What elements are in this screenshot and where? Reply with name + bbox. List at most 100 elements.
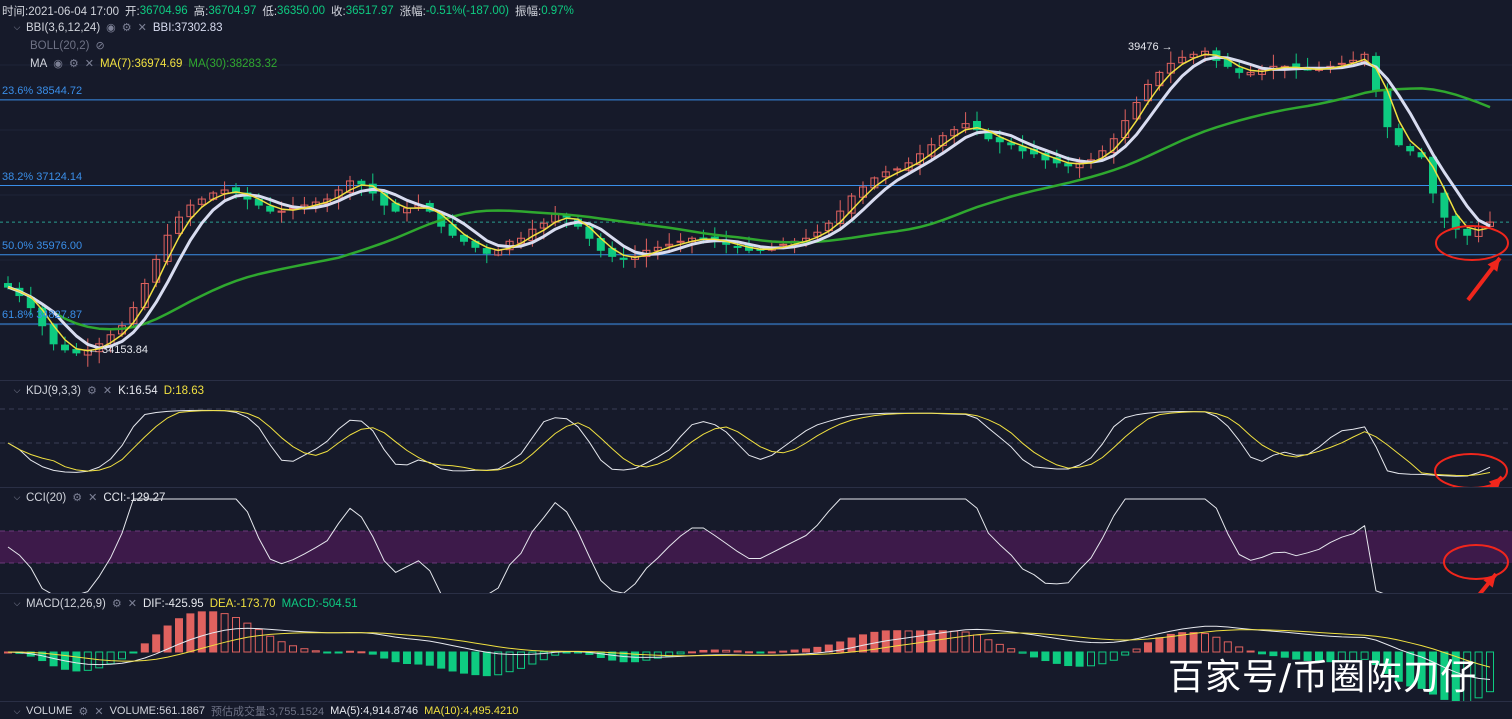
kdj-legend[interactable]: ⌵ KDJ(9,3,3) ⚙ ✕ K:16.54 D:18.63 — [10, 384, 204, 398]
chevron-down-icon[interactable]: ⌵ — [13, 22, 21, 32]
macd-histogram-bar — [1201, 633, 1209, 653]
bbi-line — [7, 55, 1491, 350]
macd-histogram-bar — [779, 650, 788, 653]
bbi-legend[interactable]: ⌵ BBI(3,6,12,24) ◉ ⚙ ✕ BBI:37302.83 — [10, 21, 223, 35]
macd-histogram-bar — [1429, 651, 1437, 695]
volume-legend[interactable]: ⌵ VOLUME ⚙ ✕ VOLUME:561.1867 预估成交量:3,755… — [10, 703, 519, 719]
macd-histogram-bar — [813, 646, 822, 653]
change-label: 涨幅: — [399, 6, 426, 18]
pane-divider[interactable] — [0, 593, 1512, 594]
candle-body — [1178, 56, 1187, 64]
kdj-d-value: D:18.63 — [163, 384, 204, 397]
candle-body — [1406, 145, 1415, 152]
kdj-panel[interactable]: ⌵ KDJ(9,3,3) ⚙ ✕ K:16.54 D:18.63 — [0, 381, 1512, 487]
close-icon[interactable]: ✕ — [94, 705, 104, 718]
close-icon[interactable]: ✕ — [88, 492, 98, 504]
ma30-line — [7, 87, 1491, 331]
fib-label-23: 23.6% 38544.72 — [2, 84, 83, 97]
close-icon[interactable]: ✕ — [127, 598, 137, 610]
kdj-chart[interactable] — [0, 381, 1512, 487]
candle-body — [346, 180, 354, 193]
kdj-name: KDJ(9,3,3) — [26, 384, 81, 397]
fib-label-38: 38.2% 37124.14 — [2, 170, 83, 183]
pane-divider[interactable] — [0, 380, 1512, 381]
gear-icon[interactable]: ⚙ — [78, 705, 89, 718]
macd-histogram-bar — [368, 651, 377, 655]
candle-body — [619, 257, 628, 260]
gear-icon[interactable]: ⚙ — [121, 22, 132, 34]
candle-body — [1007, 142, 1016, 146]
price-chart[interactable] — [0, 0, 1512, 380]
macd-histogram-bar — [642, 651, 651, 661]
candle-body — [175, 216, 183, 234]
macd-histogram-bar — [1451, 651, 1460, 701]
macd-chart[interactable] — [0, 594, 1512, 701]
cci-chart[interactable] — [0, 488, 1512, 593]
macd-histogram-bar — [528, 651, 537, 665]
macd-histogram-bar — [106, 651, 115, 665]
close-label: 收: — [331, 6, 346, 18]
close-icon[interactable]: ✕ — [137, 22, 147, 34]
ma-legend[interactable]: MA ◉ ⚙ ✕ MA(7):36974.69 MA(30):38283.32 — [30, 57, 277, 71]
macd-histogram-bar — [460, 651, 468, 674]
macd-histogram-bar — [1223, 641, 1232, 653]
candle-body — [140, 282, 149, 308]
kdj-k-value: K:16.54 — [118, 384, 158, 397]
macd-histogram-bar — [403, 651, 411, 664]
candle-body — [836, 210, 845, 225]
macd-histogram-bar — [1383, 651, 1392, 674]
macd-histogram-bar — [756, 651, 765, 654]
close-icon[interactable]: ✕ — [102, 385, 113, 397]
chevron-down-icon[interactable]: ⌵ — [13, 598, 21, 608]
macd-histogram-bar — [1258, 651, 1266, 655]
macd-histogram-bar — [186, 613, 195, 653]
macd-legend[interactable]: ⌵ MACD(12,26,9) ⚙ ✕ DIF:-425.95 DEA:-173… — [10, 597, 358, 611]
candle-body — [847, 195, 856, 214]
macd-histogram-bar — [916, 630, 924, 653]
macd-histogram-bar — [836, 641, 845, 653]
chevron-down-icon[interactable]: ⌵ — [13, 705, 21, 716]
pane-divider[interactable] — [0, 701, 1512, 702]
candle-body — [539, 222, 548, 229]
macd-histogram-bar — [1315, 651, 1323, 662]
cci-panel[interactable]: ⌵ CCI(20) ⚙ ✕ CCI:-129.27 — [0, 488, 1512, 593]
macd-histogram-bar — [1075, 651, 1084, 667]
close-icon[interactable]: ✕ — [84, 58, 94, 70]
main-chart-panel[interactable]: 时间:2021-06-04 17:00 开: 36704.96 高: 36704… — [0, 0, 1512, 380]
fib-label-61: 61.8% 34827.87 — [2, 309, 83, 322]
macd-histogram-bar — [1166, 633, 1175, 653]
chevron-down-icon[interactable]: ⌵ — [13, 385, 21, 395]
macd-histogram-bar — [175, 618, 183, 653]
main-callout-ellipse — [1435, 225, 1509, 261]
macd-histogram-bar — [539, 651, 548, 661]
candle-body — [881, 171, 890, 178]
ma-name: MA — [30, 57, 48, 70]
candle-body — [83, 349, 92, 356]
eye-icon[interactable]: ◉ — [53, 58, 63, 70]
candle-body — [813, 231, 822, 237]
macd-histogram-bar — [1132, 648, 1141, 653]
candle-body — [61, 344, 69, 351]
gear-icon[interactable]: ⚙ — [72, 492, 83, 504]
macd-histogram-bar — [1178, 632, 1187, 653]
macd-histogram-bar — [1269, 651, 1278, 657]
macd-histogram-bar — [1292, 651, 1301, 660]
eye-icon[interactable]: ◉ — [106, 22, 116, 34]
pane-divider[interactable] — [0, 487, 1512, 488]
gear-icon[interactable]: ⚙ — [111, 598, 122, 610]
cci-line — [7, 498, 1384, 593]
cci-legend[interactable]: ⌵ CCI(20) ⚙ ✕ CCI:-129.27 — [10, 491, 166, 505]
close-value: 36517.97 — [345, 5, 394, 17]
eye-hidden-icon[interactable]: ⊘ — [95, 40, 105, 52]
candle-body — [973, 120, 981, 131]
candle-body — [995, 137, 1004, 143]
macd-histogram-bar — [676, 651, 685, 655]
boll-legend[interactable]: BOLL(20,2) ⊘ — [30, 39, 111, 53]
gear-icon[interactable]: ⚙ — [68, 58, 79, 70]
macd-histogram-bar — [380, 651, 389, 659]
candle-body — [893, 168, 902, 171]
chevron-down-icon[interactable]: ⌵ — [13, 492, 21, 502]
macd-panel[interactable]: ⌵ MACD(12,26,9) ⚙ ✕ DIF:-425.95 DEA:-173… — [0, 594, 1512, 701]
low-label: 低: — [262, 6, 278, 18]
gear-icon[interactable]: ⚙ — [86, 385, 97, 397]
